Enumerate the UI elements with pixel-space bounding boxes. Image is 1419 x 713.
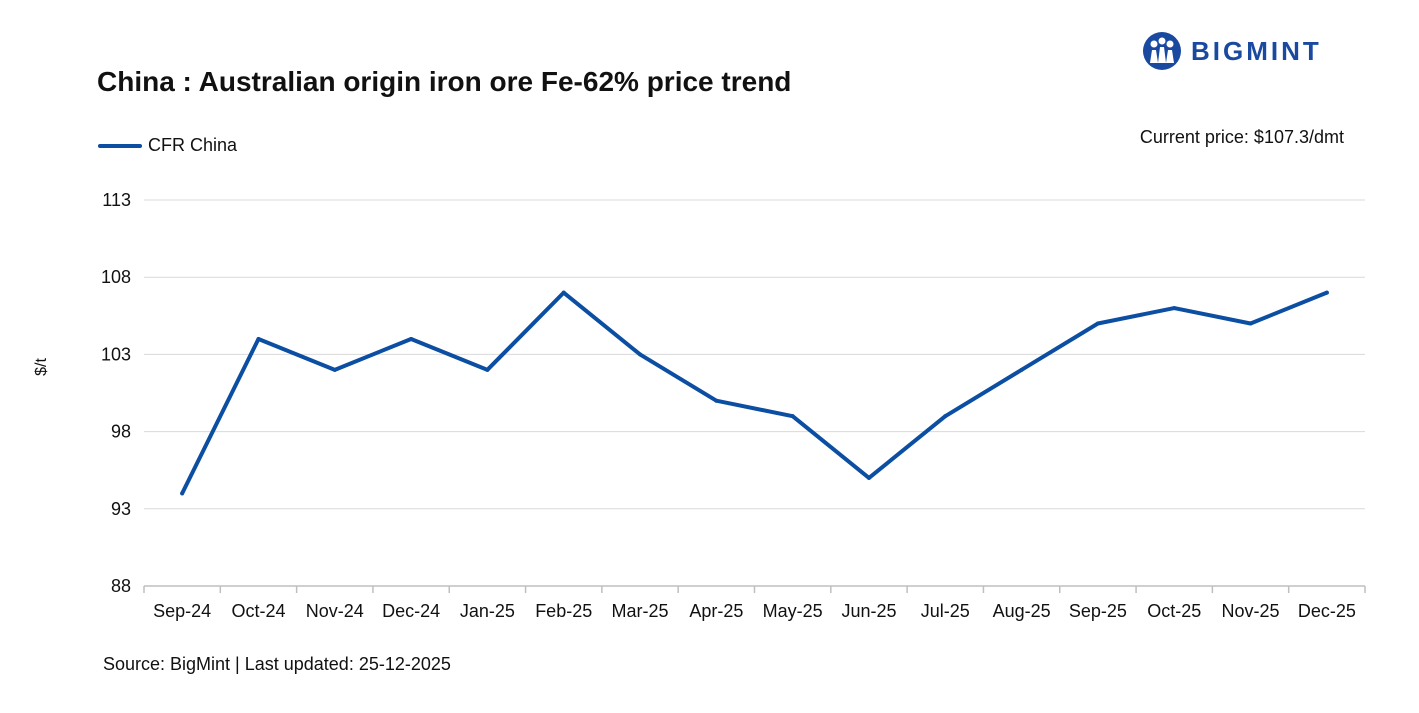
data-point xyxy=(790,414,795,419)
y-tick-label: 98 xyxy=(111,422,131,442)
x-tick-label: Apr-25 xyxy=(689,601,743,621)
x-tick-label: Aug-25 xyxy=(993,601,1051,621)
legend-label: CFR China xyxy=(148,135,238,155)
current-price-label: Current price: $107.3/dmt xyxy=(1139,127,1344,147)
x-axis-ticks: Sep-24 Oct-24 Nov-24 Dec-24 Jan-25 Feb-25 Mar-… xyxy=(153,601,1356,621)
bigmint-logo-icon xyxy=(1143,32,1181,70)
series-line xyxy=(180,290,1329,496)
y-tick-label: 93 xyxy=(111,499,131,519)
data-point xyxy=(1095,321,1100,326)
series-layer xyxy=(180,290,1329,496)
x-tick-label: Feb-25 xyxy=(535,601,592,621)
data-point xyxy=(485,367,490,372)
data-point xyxy=(1019,367,1024,372)
x-tick-label: Nov-24 xyxy=(306,601,364,621)
chart-title: China : Australian origin iron ore Fe-62… xyxy=(97,66,792,97)
x-tick-label: Mar-25 xyxy=(612,601,669,621)
x-tick-label: Jan-25 xyxy=(460,601,515,621)
logo-text: BIGMINT xyxy=(1191,35,1322,66)
bigmint-logo: BIGMINT xyxy=(1141,30,1322,72)
data-point xyxy=(256,336,261,341)
x-tick-label: Sep-24 xyxy=(153,601,211,621)
y-axis-ticks: 88 93 98 103 108 113 xyxy=(101,190,131,596)
data-point xyxy=(180,491,185,496)
data-point xyxy=(943,414,948,419)
gridlines xyxy=(144,199,1365,510)
x-tick-label: Jun-25 xyxy=(841,601,896,621)
x-tick-label: May-25 xyxy=(763,601,823,621)
y-tick-label: 108 xyxy=(101,267,131,287)
data-point xyxy=(638,352,643,357)
x-axis xyxy=(143,585,1366,593)
x-tick-label: Jul-25 xyxy=(921,601,970,621)
x-tick-label: Oct-25 xyxy=(1147,601,1201,621)
data-point xyxy=(332,367,337,372)
data-point xyxy=(1248,321,1253,326)
x-tick-label: Dec-25 xyxy=(1298,601,1356,621)
x-tick-label: Oct-24 xyxy=(231,601,285,621)
x-tick-label: Nov-25 xyxy=(1222,601,1280,621)
chart-legend: CFR China xyxy=(98,135,237,156)
y-tick-label: 103 xyxy=(101,344,131,364)
data-point xyxy=(866,475,871,480)
data-point xyxy=(409,336,414,341)
y-axis-label: $/t xyxy=(33,358,50,376)
data-point xyxy=(714,398,719,403)
x-tick-label: Dec-24 xyxy=(382,601,440,621)
y-tick-label: 113 xyxy=(102,190,131,210)
legend-swatch xyxy=(98,143,142,148)
data-point xyxy=(1172,306,1177,311)
data-point xyxy=(561,290,566,295)
y-tick-label: 88 xyxy=(111,576,131,596)
source-note: Source: BigMint | Last updated: 25-12-20… xyxy=(103,654,451,674)
data-point xyxy=(1324,290,1329,295)
x-tick-label: Sep-25 xyxy=(1069,601,1127,621)
